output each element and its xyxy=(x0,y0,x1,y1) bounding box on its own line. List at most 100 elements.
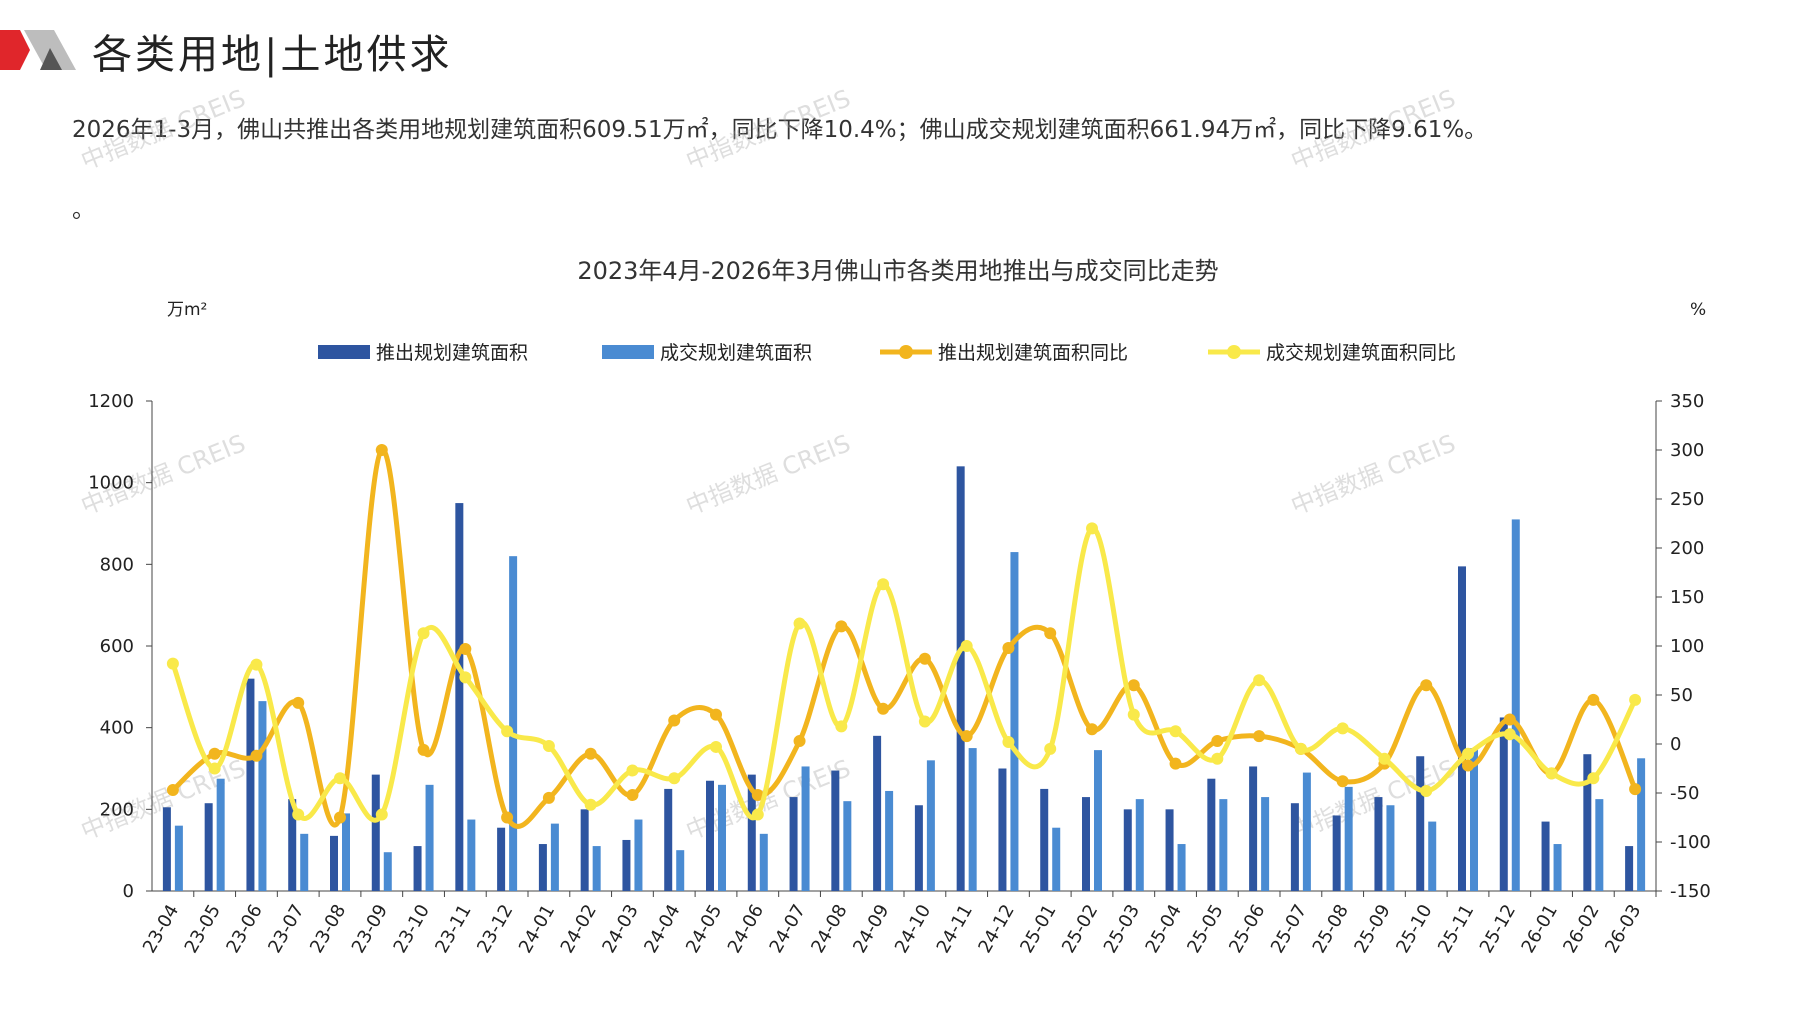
supply-bar xyxy=(1416,756,1425,891)
supply-bar xyxy=(622,839,631,891)
chart-title: 2023年4月-2026年3月佛山市各类用地推出与成交同比走势 xyxy=(577,257,1218,285)
x-tick-label: 24-11 xyxy=(933,901,977,957)
y-right-tick-label: 0 xyxy=(1670,734,1681,755)
deal-yoy-point xyxy=(1086,522,1098,535)
x-tick-label: 24-04 xyxy=(640,901,684,957)
deal-yoy-point xyxy=(292,808,305,821)
x-tick-label: 23-05 xyxy=(181,901,225,957)
deal-bar xyxy=(634,819,643,891)
y-left-tick-label: 200 xyxy=(100,799,134,820)
bar-series xyxy=(162,466,1646,891)
supply-yoy-point xyxy=(208,747,221,760)
supply-bar xyxy=(789,797,798,891)
supply-bar xyxy=(1040,788,1049,891)
line-series xyxy=(166,444,1642,829)
x-tick-label: 26-01 xyxy=(1518,901,1562,957)
brand-logo xyxy=(0,30,76,70)
supply-bar xyxy=(1499,717,1508,891)
supply-bar xyxy=(1583,754,1592,891)
legend-supply-line-label: 推出规划建筑面积同比 xyxy=(938,342,1128,364)
summary-text: 2026年1-3月，佛山共推出各类用地规划建筑面积609.51万㎡，同比下降10… xyxy=(72,117,1488,143)
supply-bar xyxy=(246,678,255,891)
y-right-tick-label: -150 xyxy=(1670,881,1711,902)
x-tick-label: 26-02 xyxy=(1559,901,1603,957)
supply-bar xyxy=(1625,846,1634,891)
legend-deal-bar-swatch xyxy=(602,345,654,359)
y-right-tick-label: 200 xyxy=(1670,538,1704,559)
deal-yoy-point xyxy=(751,808,764,821)
deal-yoy-point xyxy=(501,725,514,738)
supply-yoy-point xyxy=(1127,679,1140,692)
x-tick-label: 25-04 xyxy=(1142,901,1186,957)
supply-bar xyxy=(747,774,756,891)
supply-yoy-point xyxy=(334,811,346,824)
x-tick-label: 25-08 xyxy=(1309,901,1353,957)
supply-bar xyxy=(1123,809,1132,891)
deal-yoy-point xyxy=(1378,752,1391,765)
deal-yoy-point xyxy=(334,772,346,785)
deal-yoy-point xyxy=(1253,674,1266,687)
supply-yoy-point xyxy=(1044,627,1057,640)
deal-bar xyxy=(592,846,601,891)
supply-yoy-point xyxy=(1169,757,1182,770)
deal-bar xyxy=(550,823,559,891)
legend-deal-line-marker xyxy=(1227,345,1241,359)
supply-yoy-point xyxy=(459,642,472,655)
deal-yoy-point xyxy=(626,764,639,777)
supply-yoy-point xyxy=(166,784,179,797)
supply-yoy-point xyxy=(793,735,806,748)
deal-bar xyxy=(174,825,183,891)
deal-bar xyxy=(1010,552,1019,891)
supply-bar xyxy=(497,827,506,891)
deal-yoy-point xyxy=(1503,728,1516,741)
y-left-tick-label: 600 xyxy=(100,636,134,657)
supply-yoy-point xyxy=(626,788,639,801)
deal-bar xyxy=(300,833,309,891)
supply-yoy-point xyxy=(1462,759,1474,772)
chart-legend: 推出规划建筑面积 成交规划建筑面积 推出规划建筑面积同比 成交规划建筑面积同比 xyxy=(318,342,1456,364)
deal-yoy-point xyxy=(1127,708,1140,721)
supply-bar xyxy=(873,735,882,891)
supply-yoy-point xyxy=(751,788,764,801)
supply-bar xyxy=(1374,797,1383,891)
deal-yoy-point xyxy=(835,720,848,733)
deal-bar xyxy=(1386,805,1395,891)
supply-yoy-point xyxy=(1629,783,1642,796)
deal-bar xyxy=(1302,772,1311,891)
deal-yoy-point xyxy=(710,740,722,753)
deal-bar xyxy=(1052,827,1061,891)
supply-bar xyxy=(831,770,840,891)
supply-bar xyxy=(956,466,965,891)
y-left-tick-label: 400 xyxy=(100,718,134,739)
axes xyxy=(146,400,1662,897)
deal-bar xyxy=(1261,797,1270,891)
x-tick-label: 24-08 xyxy=(807,901,851,957)
supply-bar xyxy=(1332,815,1341,891)
supply-yoy-point xyxy=(1336,775,1349,788)
deal-yoy-point xyxy=(1629,693,1642,706)
x-tick-label: 26-03 xyxy=(1601,901,1645,957)
deal-yoy-point xyxy=(1044,742,1057,755)
supply-yoy-point xyxy=(1002,641,1015,654)
supply-yoy-point xyxy=(292,696,305,709)
deal-bar xyxy=(467,819,476,891)
supply-bar xyxy=(1541,821,1550,891)
legend-deal-line-label: 成交规划建筑面积同比 xyxy=(1266,342,1456,364)
deal-yoy-point xyxy=(375,808,388,821)
x-tick-label: 23-06 xyxy=(222,901,266,957)
deal-yoy-point xyxy=(918,715,931,728)
supply-bar xyxy=(914,805,923,891)
x-tick-label: 25-11 xyxy=(1434,901,1478,957)
deal-yoy-point xyxy=(542,739,555,752)
supply-bar xyxy=(455,503,464,891)
supply-bar xyxy=(1458,566,1466,891)
supply-yoy-point xyxy=(918,652,931,665)
supply-yoy-point xyxy=(1253,730,1266,743)
supply-bar xyxy=(1082,797,1090,891)
x-tick-label: 24-12 xyxy=(974,901,1018,957)
x-tick-label: 24-06 xyxy=(724,901,768,957)
y-left-unit: 万m² xyxy=(167,300,207,320)
deal-bar xyxy=(1637,758,1646,891)
deal-bar xyxy=(216,778,225,891)
supply-bar xyxy=(162,807,171,891)
